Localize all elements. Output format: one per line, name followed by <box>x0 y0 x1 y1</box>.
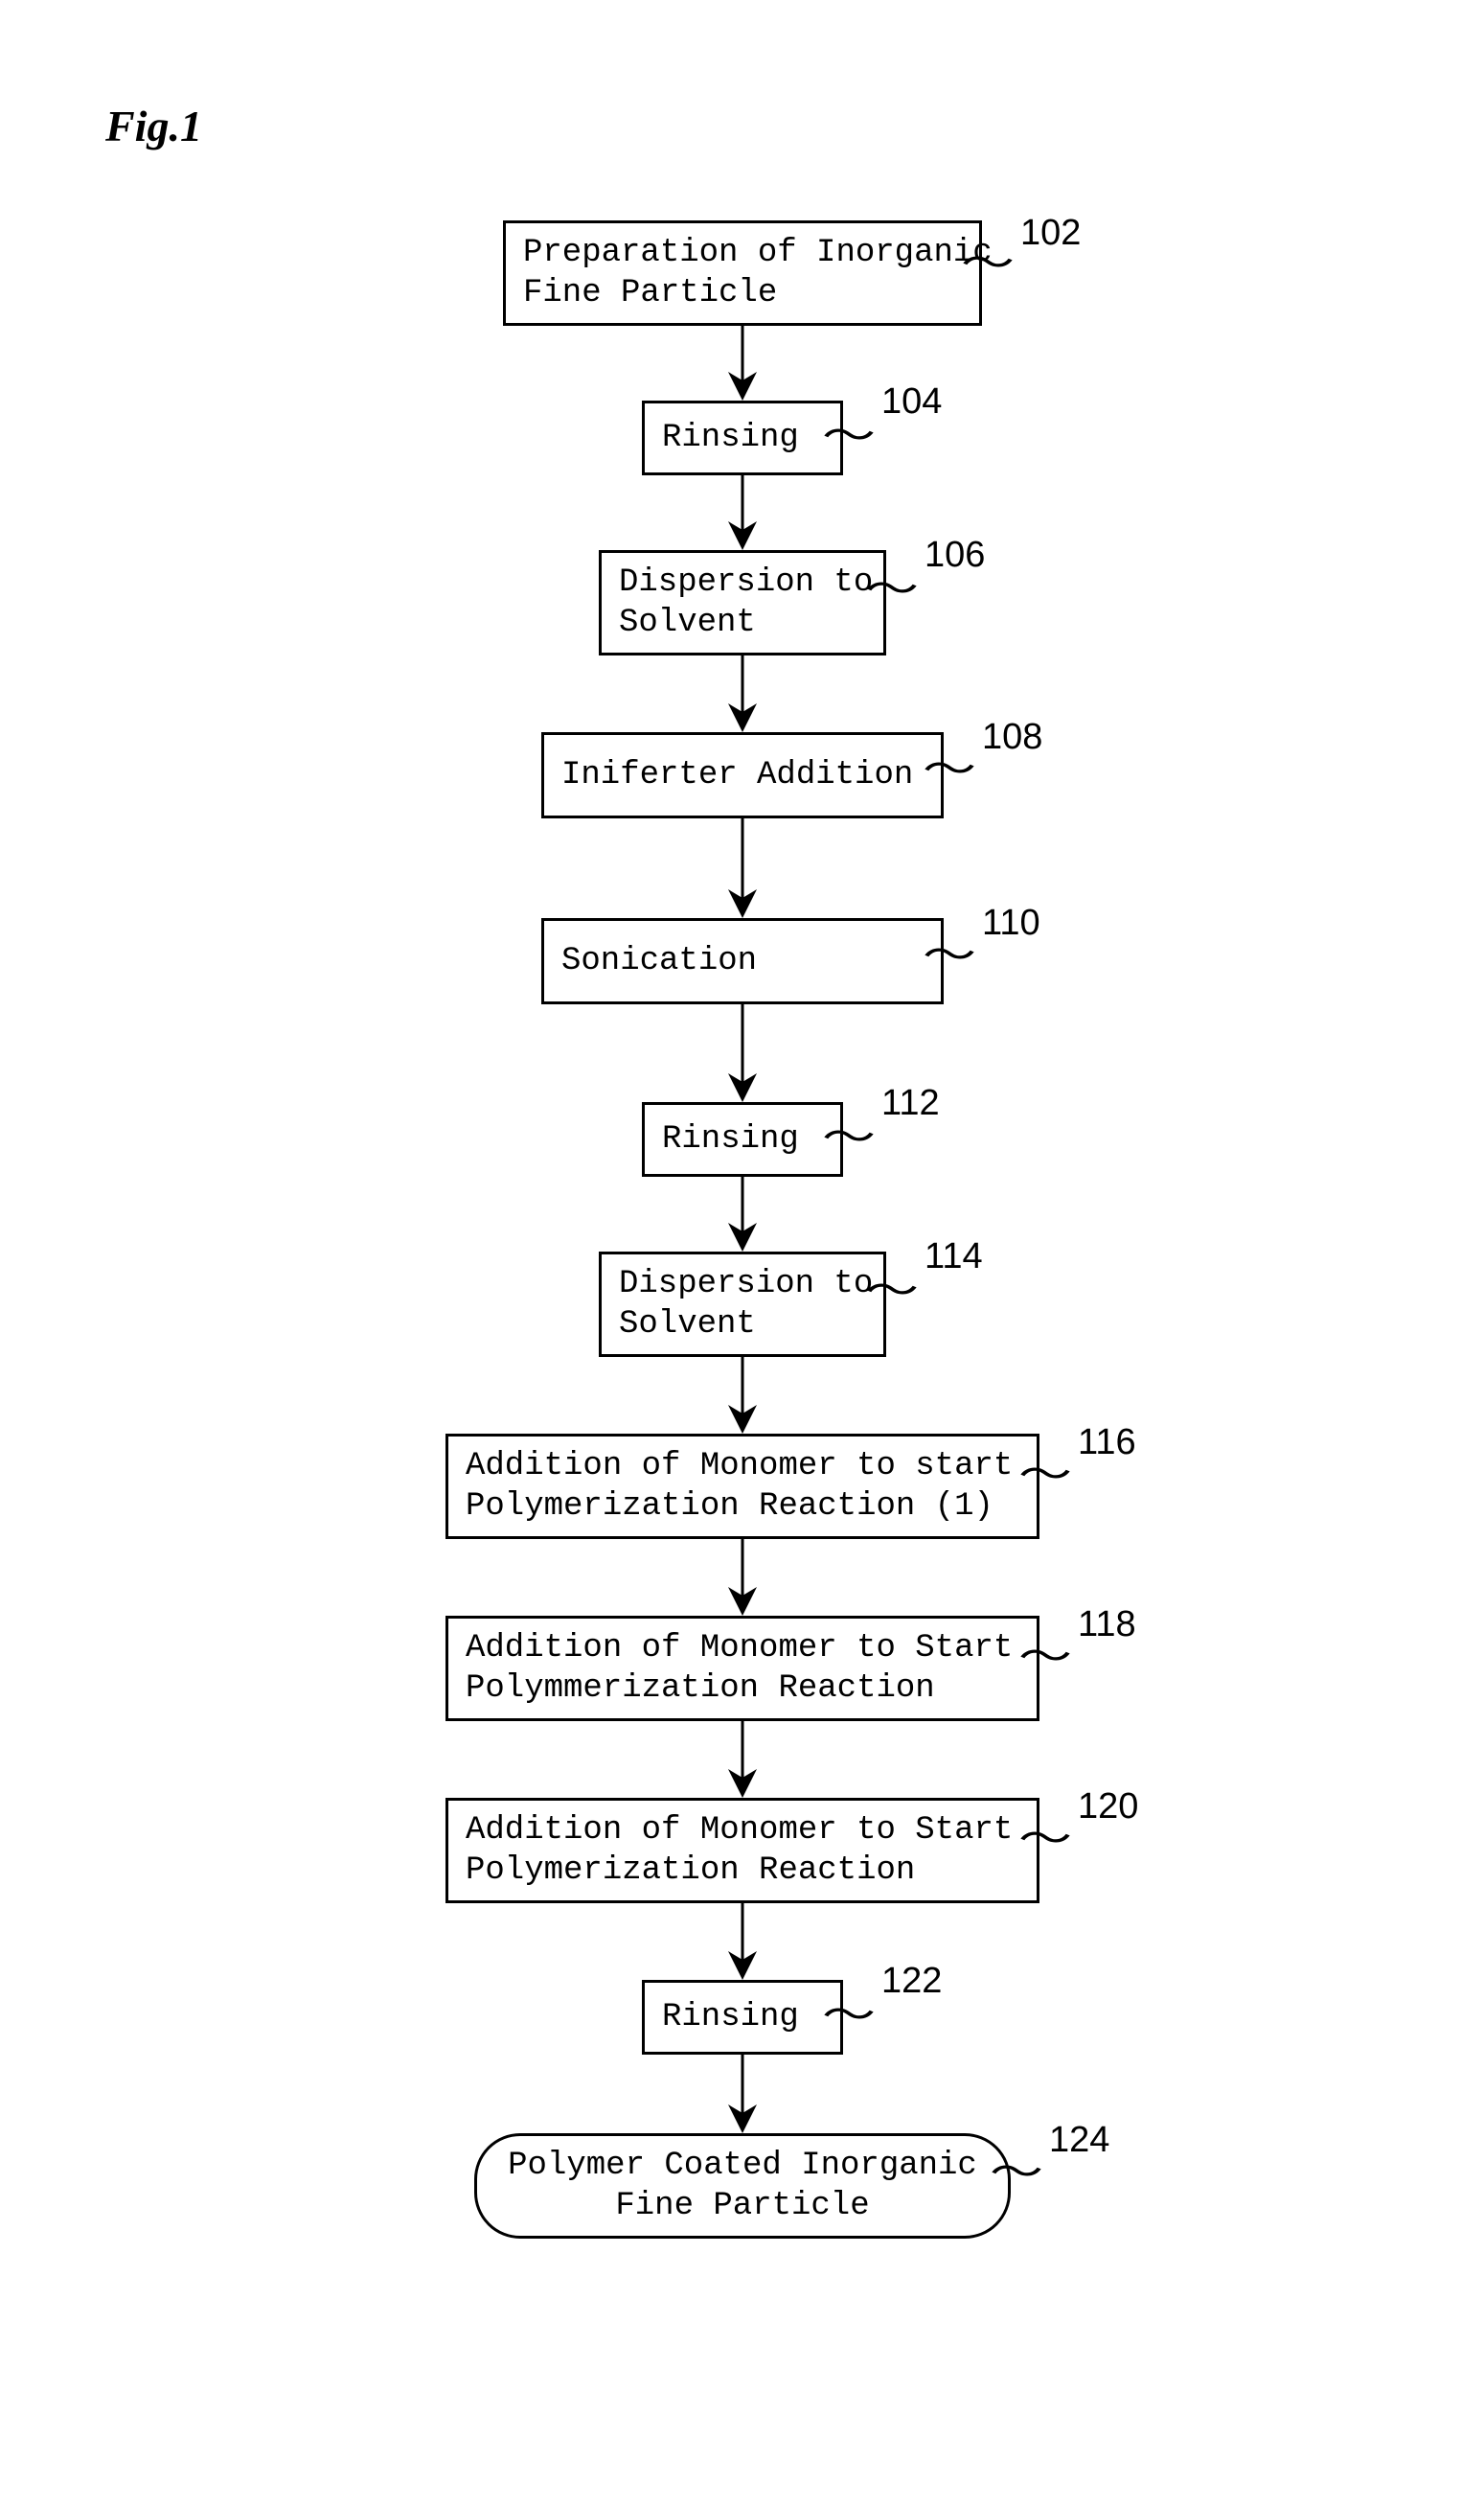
leader-mark-106: 〜 <box>865 558 919 613</box>
figure-canvas: Fig.1 Preparation of Inorganic Fine Part… <box>0 0 1484 2506</box>
step-number-122: 122 <box>881 1961 942 2002</box>
leader-mark-124: 〜 <box>990 2141 1043 2196</box>
figure-label: Fig.1 <box>105 101 202 151</box>
step-number-118: 118 <box>1078 1604 1136 1645</box>
step-number-106: 106 <box>925 535 985 576</box>
flow-step-122: Rinsing <box>642 1980 843 2055</box>
flow-step-102: Preparation of Inorganic Fine Particle <box>503 220 982 326</box>
leader-mark-118: 〜 <box>1018 1625 1072 1681</box>
flow-step-110: Sonication <box>541 918 944 1004</box>
step-number-114: 114 <box>925 1236 983 1277</box>
leader-mark-110: 〜 <box>923 924 976 979</box>
flow-terminator-124: Polymer Coated Inorganic Fine Particle <box>474 2133 1011 2239</box>
flow-step-114: Dispersion to Solvent <box>599 1252 886 1357</box>
step-number-110: 110 <box>982 903 1040 944</box>
step-number-116: 116 <box>1078 1422 1136 1463</box>
flow-step-116: Addition of Monomer to start Polymerizat… <box>445 1434 1039 1539</box>
leader-mark-122: 〜 <box>822 1984 876 2039</box>
step-number-112: 112 <box>881 1083 940 1124</box>
step-number-104: 104 <box>881 381 942 423</box>
flow-step-120: Addition of Monomer to Start Polymerizat… <box>445 1798 1039 1903</box>
leader-mark-120: 〜 <box>1018 1807 1072 1863</box>
leader-mark-102: 〜 <box>961 232 1015 287</box>
flow-step-118: Addition of Monomer to Start Polymmeriza… <box>445 1616 1039 1721</box>
leader-mark-114: 〜 <box>865 1259 919 1315</box>
flow-step-106: Dispersion to Solvent <box>599 550 886 655</box>
leader-mark-116: 〜 <box>1018 1443 1072 1499</box>
step-number-120: 120 <box>1078 1786 1138 1828</box>
leader-mark-112: 〜 <box>822 1106 876 1161</box>
flow-step-112: Rinsing <box>642 1102 843 1177</box>
step-number-124: 124 <box>1049 2120 1109 2161</box>
step-number-108: 108 <box>982 717 1042 758</box>
flow-step-108: Iniferter Addition <box>541 732 944 818</box>
step-number-102: 102 <box>1020 213 1081 254</box>
flow-step-104: Rinsing <box>642 401 843 475</box>
leader-mark-104: 〜 <box>822 404 876 460</box>
leader-mark-108: 〜 <box>923 738 976 793</box>
